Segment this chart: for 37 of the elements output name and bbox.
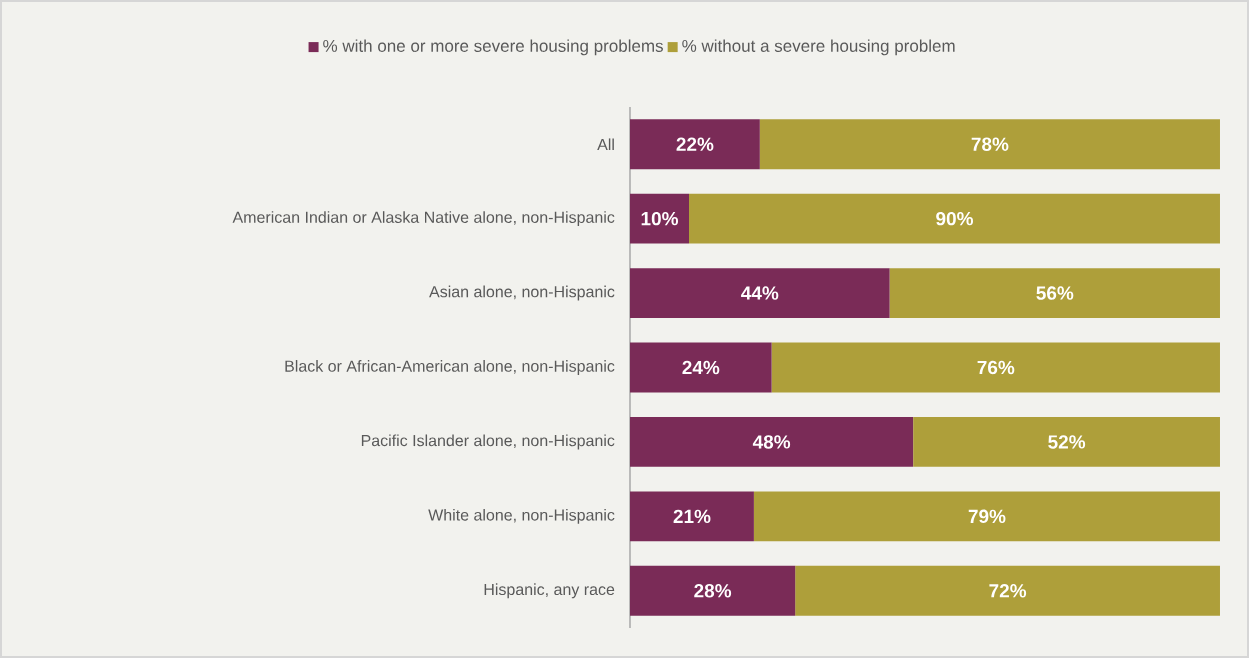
bar	[795, 565, 1220, 616]
data-label: 24%	[682, 360, 720, 375]
y-tick-label: American Indian or Alaska Native alone, non-Hispanic	[232, 211, 615, 227]
data-label: 48%	[752, 435, 791, 449]
y-tick-label: Pacific Islander alone, non-Hispanic	[361, 434, 615, 450]
data-label: 76%	[977, 360, 1015, 375]
bar	[630, 342, 772, 393]
data-label: 90%	[936, 211, 974, 226]
legend-label: % with one or more severe housing problems	[323, 39, 663, 56]
data-label: 28%	[694, 584, 732, 598]
y-tick-label: Asian alone, non-Hispanic	[429, 285, 615, 301]
bar	[689, 193, 1220, 244]
bar	[630, 565, 796, 616]
data-label: 10%	[641, 211, 679, 226]
data-label: 78%	[971, 137, 1009, 151]
bar	[913, 416, 1220, 467]
legend-label: % without a severe housing problem	[682, 39, 955, 56]
data-label: 56%	[1036, 286, 1074, 300]
bar	[889, 268, 1220, 319]
y-tick-label: Hispanic, any race	[484, 583, 615, 599]
bar	[630, 491, 754, 542]
y-tick-label: White alone, non-Hispanic	[428, 508, 615, 524]
bar	[630, 268, 890, 319]
bar	[753, 491, 1220, 542]
data-label: 44%	[741, 286, 779, 300]
y-tick-label: All	[597, 138, 614, 151]
data-label: 21%	[673, 509, 711, 524]
y-tick-label: Black or African-American alone, non-Hispanic	[285, 360, 615, 375]
data-label: 52%	[1048, 435, 1086, 449]
bar	[630, 119, 760, 170]
data-label: 22%	[676, 137, 714, 151]
data-label: 79%	[968, 509, 1006, 524]
bar	[759, 119, 1220, 170]
data-label: 72%	[989, 584, 1027, 598]
bar	[630, 193, 689, 244]
bar	[630, 416, 914, 467]
bar	[771, 342, 1220, 393]
